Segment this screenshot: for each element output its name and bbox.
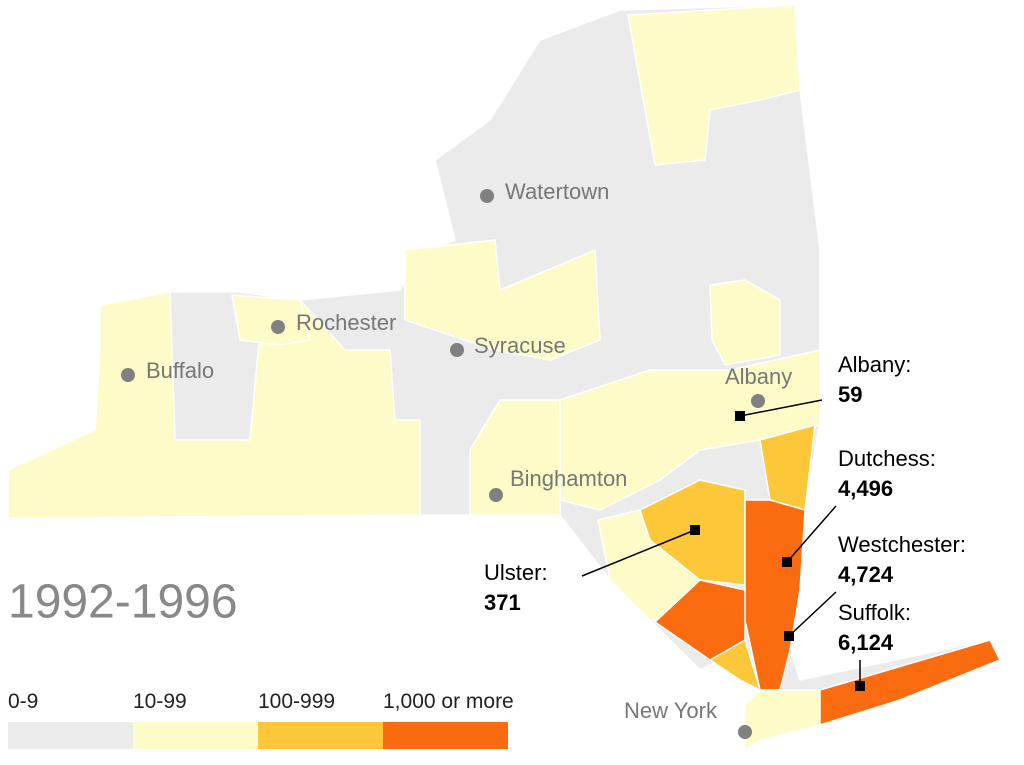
legend-label: 100-999 — [258, 690, 335, 713]
legend-swatch — [258, 722, 383, 749]
city-label: Buffalo — [146, 358, 214, 383]
callout-marker — [784, 631, 794, 641]
city-dot — [489, 488, 503, 502]
callout-marker — [855, 681, 865, 691]
callout-name: Ulster: — [484, 560, 548, 585]
city-dot — [271, 320, 285, 334]
legend-label: 10-99 — [133, 690, 187, 713]
leader-line — [581, 529, 696, 577]
county-region — [819, 639, 1001, 726]
callout-value: 59 — [838, 382, 862, 407]
county-region — [469, 399, 561, 516]
city-label: Binghamton — [510, 466, 627, 491]
county-region — [744, 689, 821, 751]
legend-swatch — [8, 722, 133, 749]
period-label: 1992-1996 — [8, 576, 238, 629]
city-label: Rochester — [296, 310, 396, 335]
city-dot — [738, 725, 752, 739]
callout-marker — [690, 525, 700, 535]
leader-line — [788, 591, 837, 637]
county-region — [231, 294, 311, 346]
county-region — [627, 4, 801, 166]
callout-value: 4,496 — [838, 476, 893, 501]
leader-line — [739, 399, 823, 417]
callout-name: Albany: — [838, 352, 911, 377]
city-dot — [121, 368, 135, 382]
callout-marker — [782, 557, 792, 567]
legend-label: 0-9 — [8, 690, 38, 713]
city-dot — [450, 343, 464, 357]
county-region — [404, 239, 601, 361]
callout-marker — [735, 411, 745, 421]
state-map — [7, 4, 1001, 751]
callout-name: Suffolk: — [838, 600, 911, 625]
county-region — [744, 499, 806, 691]
city-dot — [751, 394, 765, 408]
city-label: Watertown — [505, 179, 609, 204]
callout-value: 4,724 — [838, 562, 894, 587]
callout-value: 6,124 — [838, 630, 894, 655]
legend-swatch — [383, 722, 508, 749]
legend-swatch — [133, 722, 258, 749]
city-label: Albany — [725, 364, 792, 389]
callout-value: 371 — [484, 590, 521, 615]
county-region — [7, 291, 421, 519]
county-region — [654, 579, 746, 661]
callout-name: Westchester: — [838, 532, 966, 557]
city-label: New York — [624, 698, 718, 723]
city-dot — [480, 189, 494, 203]
county-region — [709, 279, 781, 366]
city-label: Syracuse — [474, 333, 566, 358]
legend-label: 1,000 or more — [383, 690, 514, 713]
leader-line — [786, 505, 837, 563]
callout-name: Dutchess: — [838, 446, 936, 471]
